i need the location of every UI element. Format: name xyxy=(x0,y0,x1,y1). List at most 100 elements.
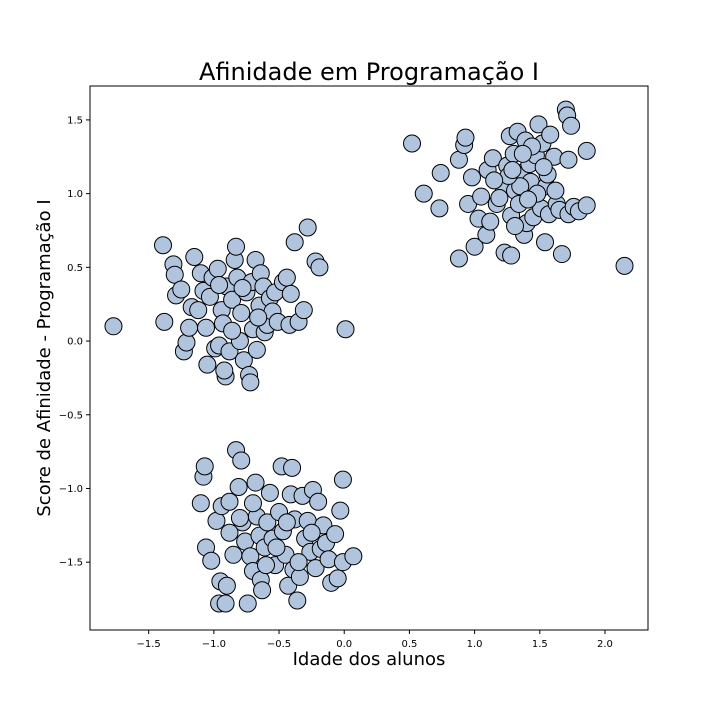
data-point xyxy=(326,525,345,544)
data-point xyxy=(289,553,308,572)
data-point xyxy=(306,559,325,578)
y-tick-label: −1.0 xyxy=(59,484,83,495)
data-point xyxy=(430,199,449,218)
data-point xyxy=(562,116,581,135)
data-point xyxy=(230,508,249,527)
data-point xyxy=(238,594,257,613)
y-tick-label: −0.5 xyxy=(59,410,83,421)
x-axis-label: Idade dos alunos xyxy=(293,649,446,670)
data-point xyxy=(198,355,217,374)
data-point xyxy=(536,233,554,252)
x-tick-label: 1.0 xyxy=(467,639,483,650)
plot-area xyxy=(89,85,649,631)
data-point xyxy=(246,473,265,492)
data-point xyxy=(310,258,329,277)
data-point xyxy=(403,134,422,153)
x-tick-label: 2.0 xyxy=(597,639,613,650)
data-point xyxy=(481,212,500,231)
data-point xyxy=(328,569,347,588)
data-point xyxy=(177,333,196,352)
x-tick-label: 0.5 xyxy=(401,639,417,650)
data-point xyxy=(154,236,173,255)
data-point xyxy=(552,245,571,264)
data-point xyxy=(333,470,352,489)
y-tick-label: 0.5 xyxy=(67,263,83,274)
data-point xyxy=(180,318,199,337)
data-point xyxy=(189,301,208,320)
data-point xyxy=(414,184,433,203)
data-point xyxy=(224,545,243,564)
data-point xyxy=(559,150,578,169)
data-point xyxy=(483,149,502,168)
x-tick-label: 1.5 xyxy=(532,639,548,650)
data-point xyxy=(172,280,191,299)
data-point xyxy=(253,581,272,600)
data-point xyxy=(344,547,363,566)
data-point xyxy=(298,218,317,237)
x-axis: −1.5 −1.0 −0.5 0.0 0.5 1.0 1.5 2.0 xyxy=(137,630,613,650)
y-axis-label: Score de Afinidade - Programação I xyxy=(34,199,55,516)
series-1 xyxy=(104,218,355,392)
data-point xyxy=(227,237,246,256)
data-point xyxy=(302,523,321,542)
y-tick-label: −1.5 xyxy=(59,558,83,569)
data-point xyxy=(431,163,450,182)
data-point xyxy=(577,141,596,160)
data-point xyxy=(202,551,221,570)
data-point xyxy=(511,177,530,196)
x-tick-label: −1.0 xyxy=(202,639,226,650)
data-point xyxy=(257,556,275,575)
x-tick-label: 0.0 xyxy=(336,639,352,650)
data-point xyxy=(165,265,184,284)
data-point xyxy=(490,189,509,208)
data-point xyxy=(195,457,214,476)
x-tick-label: −0.5 xyxy=(267,639,291,650)
data-point xyxy=(258,513,277,532)
data-point xyxy=(529,115,548,134)
data-point xyxy=(294,301,313,320)
data-point xyxy=(449,249,468,268)
data-point xyxy=(472,187,491,206)
data-point xyxy=(615,256,634,275)
data-point xyxy=(260,483,279,502)
data-point xyxy=(217,576,236,595)
data-point xyxy=(185,248,204,267)
data-point xyxy=(503,161,522,180)
data-point xyxy=(285,233,304,252)
data-point xyxy=(197,318,216,337)
data-point xyxy=(288,591,307,610)
data-point xyxy=(456,128,475,147)
data-point xyxy=(232,451,251,470)
data-point xyxy=(155,312,174,331)
data-point xyxy=(534,158,553,177)
y-tick-label: 1.0 xyxy=(67,189,83,200)
data-point xyxy=(577,196,596,215)
data-point xyxy=(223,290,242,309)
data-point xyxy=(465,237,484,256)
data-point xyxy=(232,304,251,323)
data-point xyxy=(463,168,481,187)
data-point xyxy=(281,284,300,303)
plot-frame xyxy=(89,85,649,631)
data-point xyxy=(243,494,262,513)
data-point xyxy=(247,340,266,359)
data-point xyxy=(208,259,227,278)
data-point xyxy=(506,217,525,236)
data-point xyxy=(223,321,242,340)
data-point xyxy=(104,317,123,336)
data-point xyxy=(336,320,355,339)
data-point xyxy=(210,276,229,295)
data-point xyxy=(513,144,532,163)
data-point xyxy=(215,361,234,380)
y-axis: −1.5 −1.0 −0.5 0.0 0.5 1.0 1.5 xyxy=(59,115,90,569)
chart-title: Afinidade em Programação I xyxy=(199,58,539,86)
data-point xyxy=(233,278,252,297)
data-point xyxy=(267,538,286,557)
data-point xyxy=(220,492,239,511)
data-point xyxy=(249,308,268,327)
data-point xyxy=(541,125,560,144)
data-point xyxy=(283,458,302,477)
data-point xyxy=(546,181,565,200)
series-0 xyxy=(403,100,634,275)
